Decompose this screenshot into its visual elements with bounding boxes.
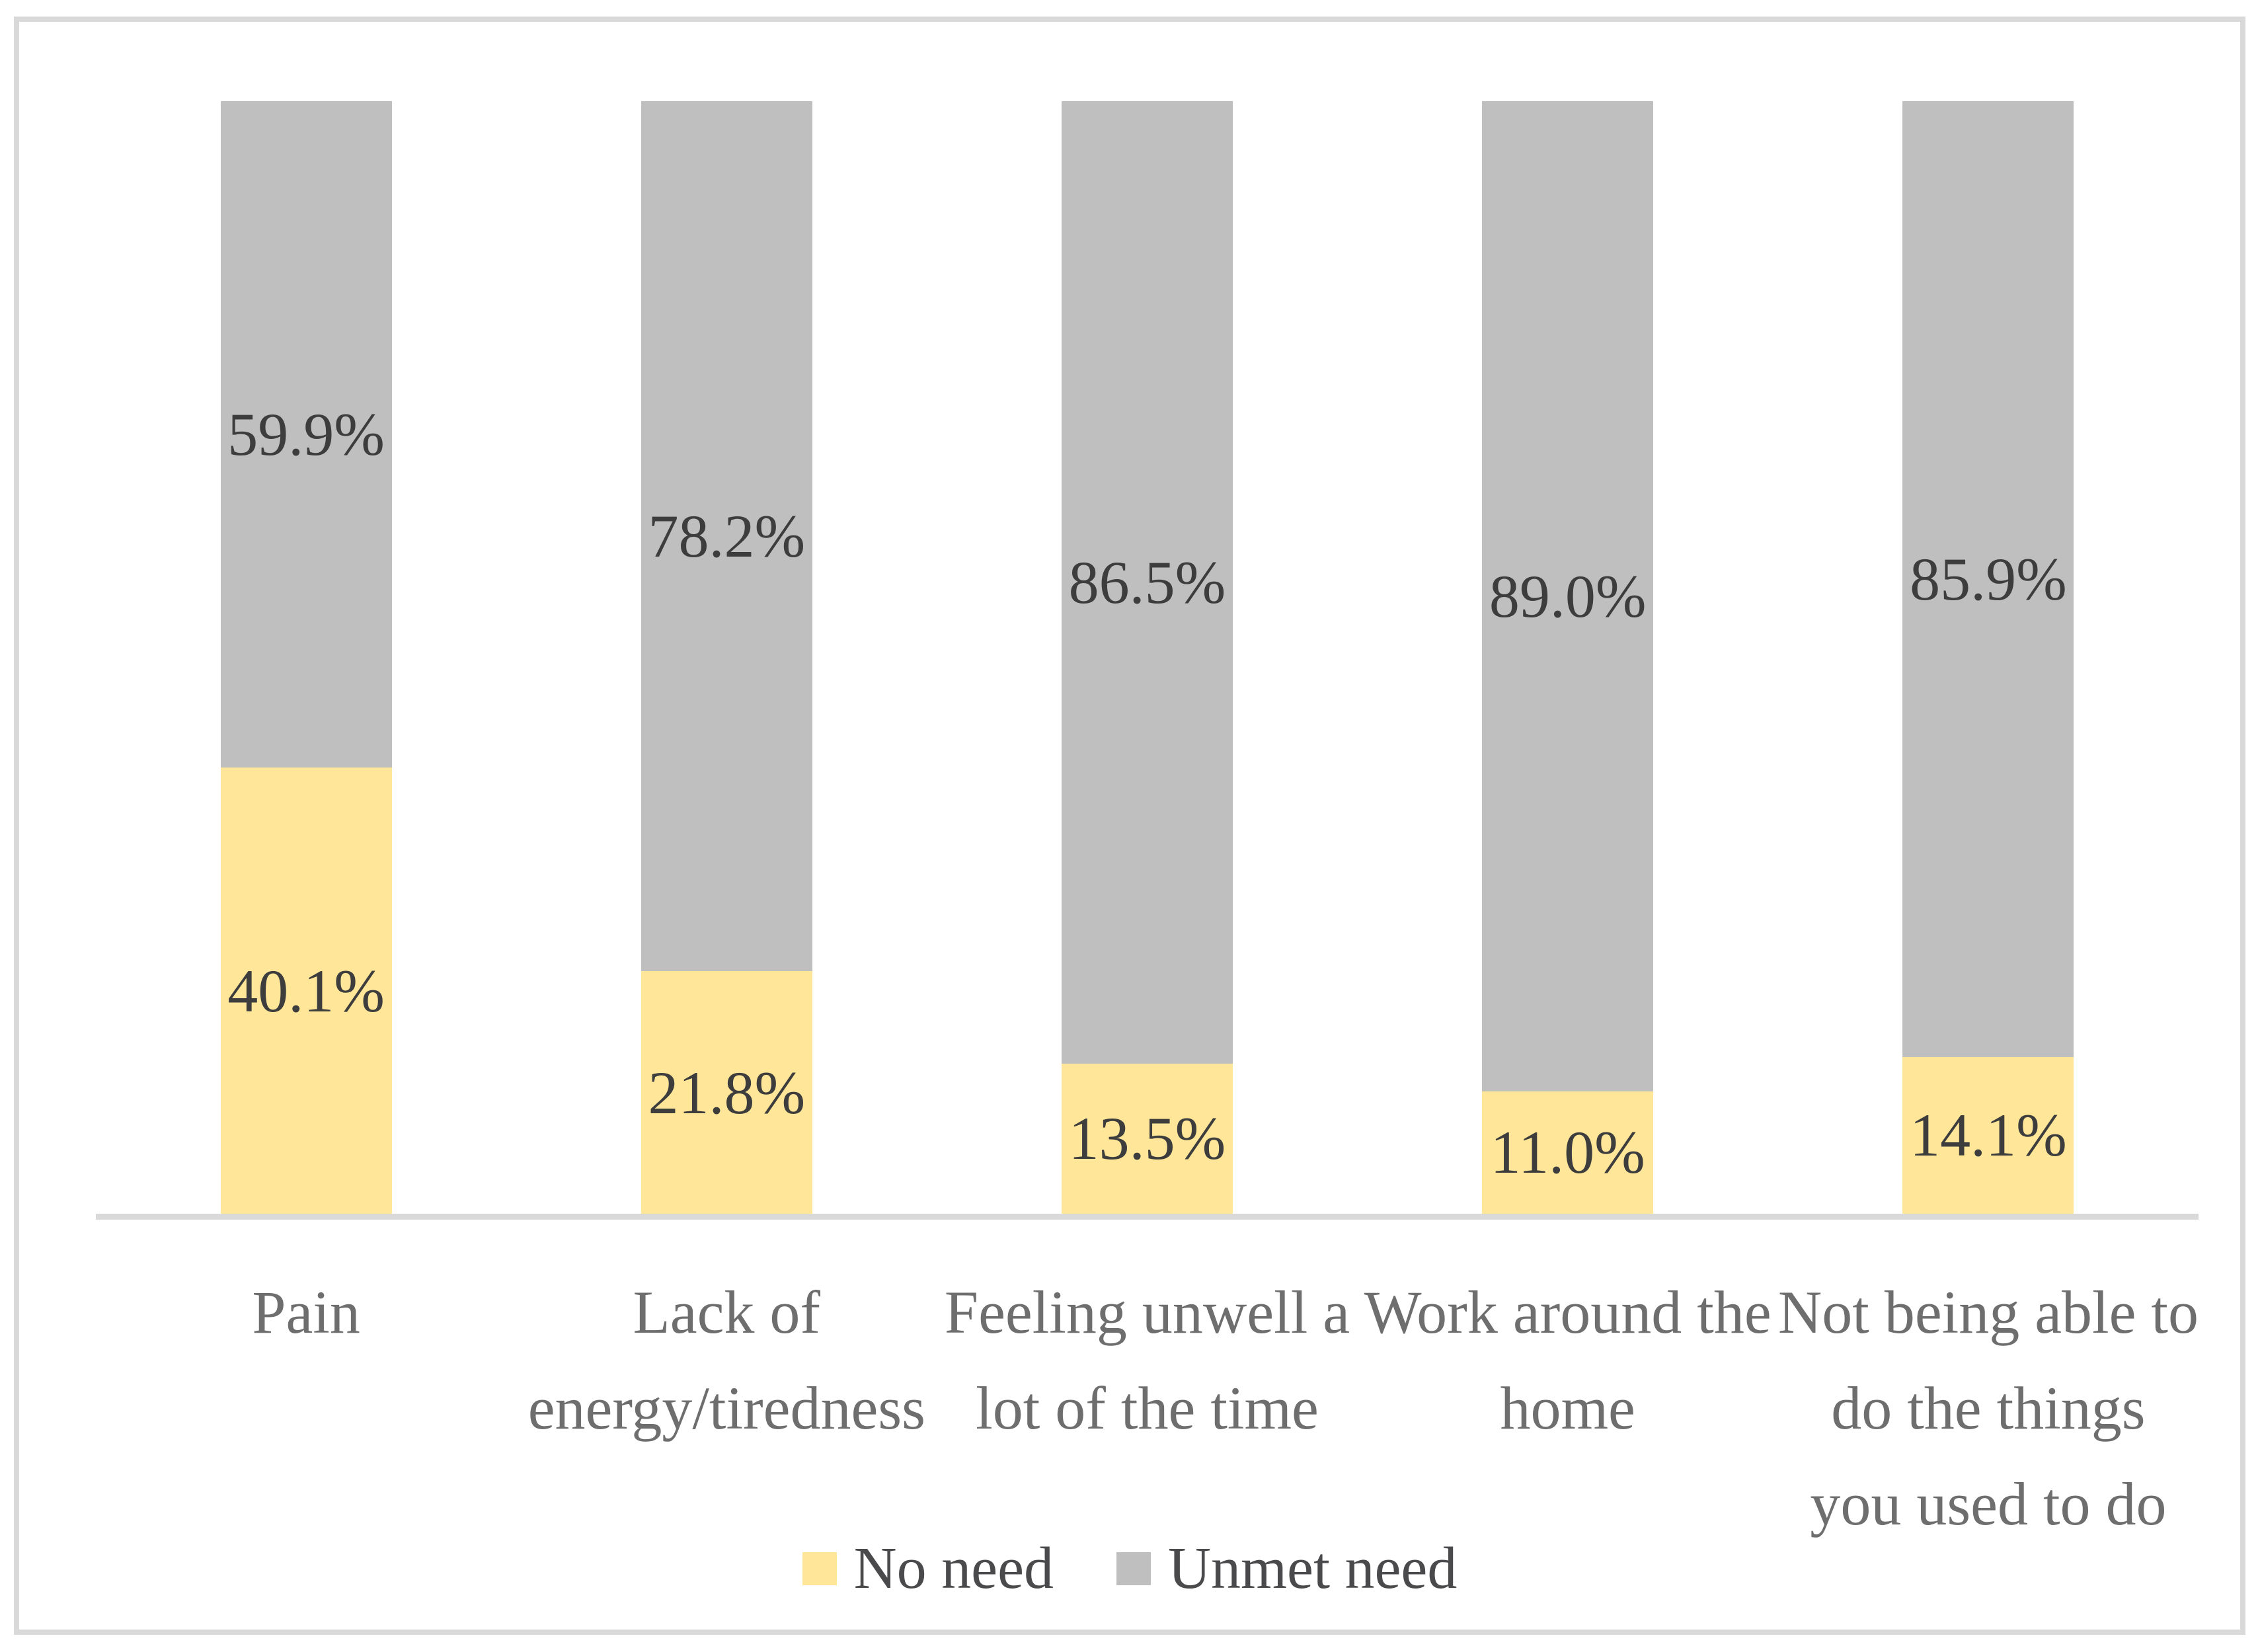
legend-swatch-no-need-icon [802, 1552, 837, 1585]
category-label-line: home [1500, 1374, 1635, 1442]
plot-area: 59.9% 40.1% 78.2% 21.8% 86.5% 13.5% 89.0% 11.0%… [96, 101, 2199, 1214]
legend: No need Unmet need [19, 1534, 2240, 1602]
bar-segment-no-need: 13.5% [1062, 1063, 1233, 1214]
legend-swatch-unmet-need-icon [1116, 1552, 1151, 1585]
stacked-bar-not-being-able-to-do-the-things-you-used-to-do: 85.9% 14.1% [1902, 101, 2074, 1214]
data-label-unmet-need: 86.5% [1068, 548, 1226, 616]
stacked-bar-lack-of-energy-tiredness: 78.2% 21.8% [641, 101, 812, 1214]
bar-slot-work-around-the-home: 89.0% 11.0% [1358, 101, 1778, 1214]
bar-segment-unmet-need: 85.9% [1902, 101, 2074, 1057]
bar-segment-no-need: 40.1% [220, 767, 392, 1214]
stacked-bar-feeling-unwell-a-lot-of-the-time: 86.5% 13.5% [1062, 101, 1233, 1214]
data-label-no-need: 14.1% [1910, 1101, 2067, 1169]
category-label-line: lot of the time [976, 1374, 1319, 1442]
bar-segment-unmet-need: 59.9% [220, 101, 392, 768]
legend-item-no-need: No need [802, 1534, 1054, 1602]
data-label-unmet-need: 78.2% [648, 502, 806, 570]
data-label-unmet-need: 85.9% [1910, 545, 2067, 613]
category-label-not-being-able-to-do-the-things-you-used-to-do: Not being able to do the things you used t… [1778, 1265, 2199, 1552]
category-label-line: Pain [252, 1278, 360, 1346]
bar-segment-unmet-need: 86.5% [1062, 101, 1233, 1064]
category-label-lack-of-energy-tiredness: Lack of energy/tiredness [516, 1265, 937, 1552]
category-label-line: energy/tiredness [527, 1374, 925, 1442]
x-axis-category-labels: Pain Lack of energy/tiredness Feeling unwel… [96, 1265, 2199, 1552]
data-label-no-need: 11.0% [1490, 1119, 1645, 1187]
data-label-unmet-need: 89.0% [1489, 562, 1647, 630]
category-label-line: Work around the [1364, 1278, 1772, 1346]
bar-segment-unmet-need: 89.0% [1482, 101, 1654, 1091]
bar-slot-feeling-unwell-a-lot-of-the-time: 86.5% 13.5% [937, 101, 1357, 1214]
bar-slot-pain: 59.9% 40.1% [96, 101, 516, 1214]
data-label-no-need: 40.1% [227, 957, 385, 1025]
bar-slot-not-being-able-to-do-the-things-you-used-to-do: 85.9% 14.1% [1778, 101, 2199, 1214]
chart-frame: 59.9% 40.1% 78.2% 21.8% 86.5% 13.5% 89.0% 11.0%… [14, 17, 2245, 1635]
x-axis-line [96, 1214, 2199, 1220]
stacked-bar-pain: 59.9% 40.1% [220, 101, 392, 1214]
category-label-work-around-the-home: Work around the home [1358, 1265, 1778, 1552]
bar-segment-no-need: 14.1% [1902, 1056, 2074, 1214]
category-label-feeling-unwell-a-lot-of-the-time: Feeling unwell a lot of the time [937, 1265, 1357, 1552]
category-label-line: do the things [1831, 1374, 2146, 1442]
legend-label-unmet-need: Unmet need [1168, 1536, 1458, 1601]
stacked-bar-work-around-the-home: 89.0% 11.0% [1482, 101, 1654, 1214]
category-label-line: Feeling unwell a [944, 1278, 1350, 1346]
category-label-pain: Pain [96, 1265, 516, 1552]
legend-item-unmet-need: Unmet need [1116, 1534, 1457, 1602]
legend-label-no-need: No need [853, 1536, 1054, 1601]
category-label-line: Not being able to [1777, 1278, 2199, 1346]
bar-slot-lack-of-energy-tiredness: 78.2% 21.8% [516, 101, 937, 1214]
bar-segment-no-need: 21.8% [641, 971, 812, 1214]
bar-segment-unmet-need: 78.2% [641, 101, 812, 972]
bar-segment-no-need: 11.0% [1482, 1091, 1654, 1214]
data-label-unmet-need: 59.9% [227, 401, 385, 469]
data-label-no-need: 21.8% [648, 1058, 806, 1126]
category-label-line: you used to do [1810, 1470, 2167, 1538]
category-label-line: Lack of [633, 1278, 821, 1346]
data-label-no-need: 13.5% [1068, 1105, 1226, 1173]
